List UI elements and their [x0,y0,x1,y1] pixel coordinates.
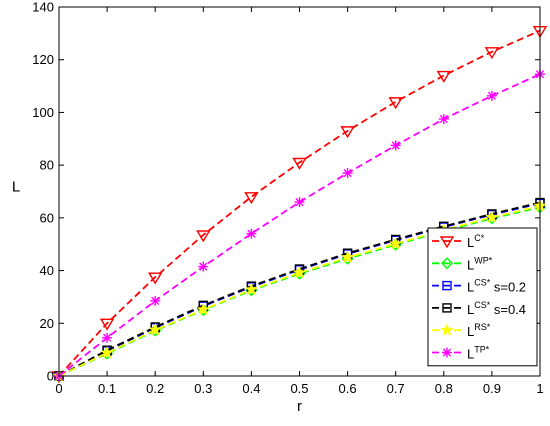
legend-marker [442,303,452,313]
legend-entry: LC* [432,233,485,250]
x-tick-label: 0 [55,381,62,396]
data-point [244,192,259,205]
data-point [100,345,114,359]
data-point [196,230,211,243]
y-tick-label: 140 [32,0,54,15]
x-tick-label: 0.7 [387,381,405,396]
data-point [436,70,452,83]
data-point [341,250,355,263]
x-axis-label: r [297,398,302,415]
data-point [293,265,306,279]
legend: LC* LWP* LCS* s=0.2 LCS* s=0.4 LRS* LTP* [427,227,538,367]
data-point [292,157,307,170]
data-point [390,140,401,151]
data-point [486,90,497,101]
data-point [340,126,355,139]
y-axis-label: L [12,179,20,196]
x-tick-label: 0.2 [146,381,164,396]
legend-entry: LCS* s=0.2 [432,278,526,295]
series-line [58,29,541,377]
legend-label: LWP* [467,255,493,272]
x-tick-label: 0.5 [290,381,308,396]
data-point [198,261,209,272]
legend-entry: LTP* [432,345,490,362]
x-tick-label: 0.9 [483,381,501,396]
data-point [147,272,163,285]
data-point [485,210,499,223]
data-point [99,318,115,331]
data-point [150,295,161,306]
y-tick-label: 0 [47,369,54,384]
data-point [438,114,449,125]
data-point [389,236,403,250]
data-point [246,228,257,239]
x-tick-label: 0.6 [339,381,357,396]
legend-label: LCS* s=0.2 [467,278,526,295]
legend-label: LRS* [467,322,491,339]
data-point [102,332,113,343]
data-point [388,97,403,110]
data-point [244,282,258,296]
legend-marker [440,323,454,336]
data-point [294,197,305,208]
x-tick-label: 0.8 [435,381,453,396]
legend-marker [441,257,453,270]
x-tick-label: 1 [536,381,543,396]
data-point [342,168,353,179]
series-line [58,201,541,377]
y-tick-label: 80 [40,158,54,173]
legend-marker [442,280,452,291]
legend-entry: LRS* [432,322,491,339]
y-tick-label: 40 [40,263,54,278]
data-point [484,47,500,60]
y-tick-label: 20 [40,316,54,331]
x-tick-label: 0.4 [242,381,260,396]
series-line [58,73,541,377]
legend-label: LTP* [467,345,490,362]
series-6 [54,69,545,381]
series-layer [51,26,548,384]
legend-box [427,227,538,367]
series-1 [51,26,548,384]
data-point [196,302,210,316]
y-tick-label: 100 [32,105,54,120]
y-tick-label: 60 [40,210,54,225]
x-tick-label: 0.1 [98,381,116,396]
legend-label: LCS* s=0.4 [467,300,526,317]
legend-entry: LWP* [432,255,493,272]
legend-label: LC* [467,233,485,250]
legend-marker [439,236,455,249]
legend-marker [442,347,452,358]
series-line [58,205,541,377]
tick-layer: 0 0.1 0.2 0.3 0.4 0.5 0.6 0.7 0.8 0.9 1 0 20 40 60 80 10… [32,0,543,396]
legend-entry: LCS* s=0.4 [432,300,526,317]
data-point [148,323,162,336]
x-tick-label: 0.3 [194,381,212,396]
y-tick-label: 120 [32,52,54,67]
